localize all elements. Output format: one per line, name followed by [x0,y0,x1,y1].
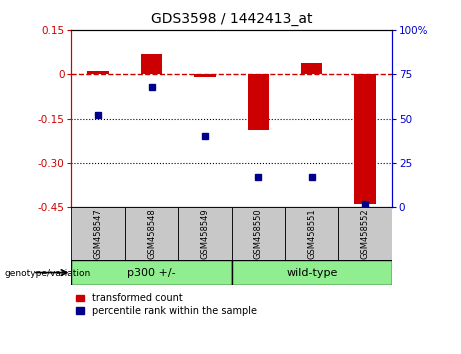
Legend: transformed count, percentile rank within the sample: transformed count, percentile rank withi… [77,293,257,316]
Bar [71,207,125,260]
Bar [88,72,109,74]
Text: GSM458548: GSM458548 [147,208,156,259]
Bar [231,260,392,285]
Bar [355,74,376,204]
Text: GSM458552: GSM458552 [361,208,370,259]
Bar [301,63,322,74]
Bar [125,207,178,260]
Text: GSM458549: GSM458549 [201,208,209,259]
Text: GSM458551: GSM458551 [307,208,316,259]
Bar [141,54,162,74]
Bar [248,74,269,130]
Text: p300 +/-: p300 +/- [127,268,176,278]
Bar [178,207,231,260]
Title: GDS3598 / 1442413_at: GDS3598 / 1442413_at [151,12,313,26]
Text: GSM458547: GSM458547 [94,208,103,259]
Text: wild-type: wild-type [286,268,337,278]
Bar [194,74,216,77]
Text: genotype/variation: genotype/variation [5,269,91,278]
Bar [231,207,285,260]
Bar [71,260,231,285]
Bar [285,207,338,260]
Bar [338,207,392,260]
Text: GSM458550: GSM458550 [254,208,263,259]
